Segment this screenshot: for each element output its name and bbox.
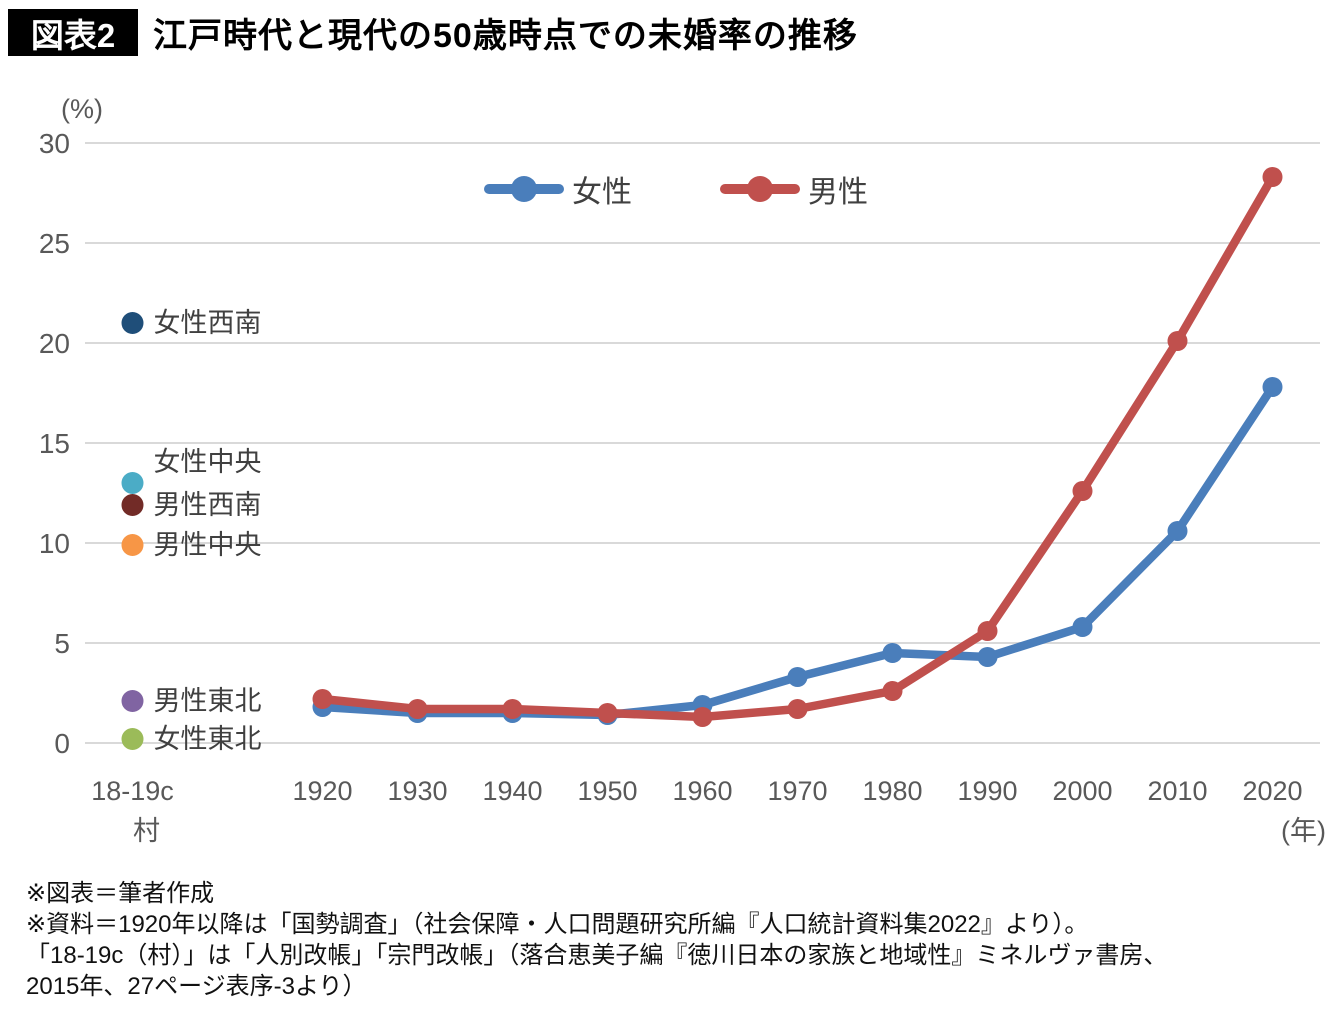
era-dot-5 bbox=[121, 728, 144, 750]
legend-item-female: 女性 bbox=[484, 167, 632, 211]
series-marker-0-2000 bbox=[1072, 617, 1093, 637]
series-marker-1-2020 bbox=[1262, 167, 1283, 187]
series-marker-1-1960 bbox=[692, 707, 713, 727]
series-marker-1-1940 bbox=[502, 699, 523, 719]
chart-canvas: 0 5 10 15 20 25 30 (%) 18-19c 村 1920 1930 1940 1950 19… bbox=[39, 94, 1326, 846]
note-line: 2015年、27ページ表序-3より） bbox=[26, 973, 367, 1000]
series-marker-0-2020 bbox=[1262, 377, 1283, 397]
y-axis-unit-label: (%) bbox=[61, 94, 103, 124]
y-tick-label-25: 25 bbox=[39, 228, 70, 259]
x-tick-label-1960: 1960 bbox=[672, 776, 732, 806]
era-label-2: 男性西南 bbox=[154, 490, 262, 520]
figure-number-badge: 図表2 bbox=[8, 9, 138, 56]
y-tick-label-15: 15 bbox=[39, 428, 70, 459]
note-line: 「18-19c（村）」は「人別改帳」「宗門改帳」（落合恵美子編『徳川日本の家族と… bbox=[26, 942, 1168, 969]
series-marker-1-1920 bbox=[312, 689, 333, 709]
x-tick-label-era: 18-19c bbox=[91, 776, 174, 806]
era-dot-4 bbox=[121, 690, 144, 712]
legend-label-male: 男性 bbox=[808, 176, 868, 209]
female-dot-swatch bbox=[511, 176, 537, 202]
note-line: ※図表＝筆者作成 bbox=[26, 880, 215, 907]
era-dot-2 bbox=[121, 494, 144, 516]
series-marker-0-1980 bbox=[882, 643, 903, 663]
x-tick-label-1930: 1930 bbox=[387, 776, 447, 806]
x-tick-label-era-sub: 村 bbox=[133, 816, 160, 846]
x-tick-label-2000: 2000 bbox=[1052, 776, 1112, 806]
chart-legend: 女性 男性 bbox=[484, 167, 868, 211]
y-tick-label-5: 5 bbox=[54, 628, 70, 659]
series-marker-1-1930 bbox=[407, 699, 428, 719]
page-title: 江戸時代と現代の50歳時点での未婚率の推移 bbox=[153, 17, 858, 55]
series-marker-1-1950 bbox=[597, 703, 618, 723]
x-tick-label-1990: 1990 bbox=[957, 776, 1017, 806]
y-tick-label-0: 0 bbox=[54, 728, 70, 759]
figure-header: 図表2 江戸時代と現代の50歳時点での未婚率の推移 bbox=[8, 8, 858, 57]
note-line: ※資料＝1920年以降は「国勢調査」（社会保障・人口問題研究所編『人口統計資料集… bbox=[26, 911, 1089, 938]
source-notes: ※図表＝筆者作成 ※資料＝1920年以降は「国勢調査」（社会保障・人口問題研究所… bbox=[26, 878, 1326, 1002]
series-marker-1-1980 bbox=[882, 681, 903, 701]
era-dot-0 bbox=[121, 312, 144, 334]
era-label-3: 男性中央 bbox=[154, 530, 262, 560]
era-label-4: 男性東北 bbox=[154, 686, 262, 716]
y-tick-label-10: 10 bbox=[39, 528, 70, 559]
series-marker-0-1990 bbox=[977, 647, 998, 667]
era-label-1: 女性中央 bbox=[154, 447, 262, 477]
x-tick-label-2010: 2010 bbox=[1147, 776, 1207, 806]
y-tick-label-20: 20 bbox=[39, 328, 70, 359]
era-label-0: 女性西南 bbox=[154, 308, 262, 338]
series-marker-1-2000 bbox=[1072, 481, 1093, 501]
x-tick-label-1980: 1980 bbox=[862, 776, 922, 806]
x-tick-label-1970: 1970 bbox=[767, 776, 827, 806]
male-line-marker-icon bbox=[720, 176, 800, 202]
x-axis-unit-label: (年) bbox=[1281, 816, 1326, 846]
era-dot-3 bbox=[121, 534, 144, 556]
series-marker-0-2010 bbox=[1167, 521, 1188, 541]
x-tick-label-1920: 1920 bbox=[292, 776, 352, 806]
x-tick-label-2020: 2020 bbox=[1242, 776, 1302, 806]
era-dot-1 bbox=[121, 472, 144, 494]
female-line-marker-icon bbox=[484, 176, 564, 202]
series-marker-1-1970 bbox=[787, 699, 808, 719]
legend-item-male: 男性 bbox=[720, 167, 868, 211]
series-line-1 bbox=[318, 172, 1277, 722]
y-tick-label-30: 30 bbox=[39, 128, 70, 159]
legend-label-female: 女性 bbox=[572, 176, 632, 209]
x-tick-label-1950: 1950 bbox=[577, 776, 637, 806]
series-marker-0-1970 bbox=[787, 667, 808, 687]
series-marker-1-1990 bbox=[977, 621, 998, 641]
series-line-0 bbox=[318, 382, 1277, 720]
male-dot-swatch bbox=[747, 176, 773, 202]
x-tick-label-1940: 1940 bbox=[482, 776, 542, 806]
era-label-5: 女性東北 bbox=[154, 724, 262, 754]
series-marker-1-2010 bbox=[1167, 331, 1188, 351]
